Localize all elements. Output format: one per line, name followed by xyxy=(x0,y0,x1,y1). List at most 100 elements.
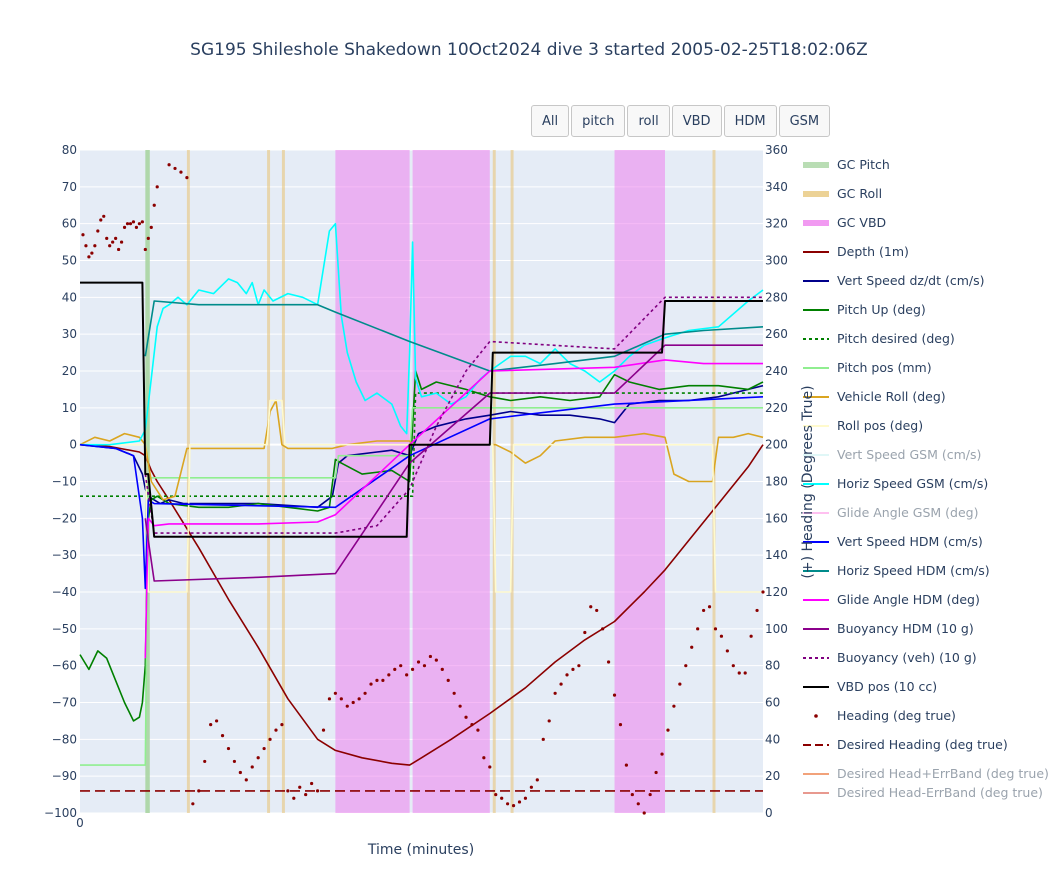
legend-swatch xyxy=(814,714,818,718)
heading-deg-true-point xyxy=(137,222,141,226)
heading-deg-true-point xyxy=(595,608,599,613)
heading-deg-true-point xyxy=(618,723,623,727)
heading-deg-true-point xyxy=(571,667,575,671)
roll-button[interactable]: roll xyxy=(627,105,670,137)
heading-deg-true-point xyxy=(357,697,361,701)
y-tick-left-12: −40 xyxy=(52,585,77,599)
legend-item-glide-angle-gsm-deg[interactable]: Glide Angle GSM (deg) xyxy=(803,505,978,520)
heading-deg-true-point xyxy=(327,697,332,701)
legend-label: Horiz Speed GSM (cm/s) xyxy=(837,476,988,491)
heading-deg-true-point xyxy=(105,236,109,240)
legend-item-pitch-pos-mm[interactable]: Pitch pos (mm) xyxy=(803,360,932,375)
heading-deg-true-point xyxy=(452,691,456,695)
roll-pos-deg-line xyxy=(80,399,763,593)
y-tick-right-1: 340 xyxy=(765,180,788,194)
heading-deg-true-point xyxy=(660,752,664,756)
heading-deg-true-point xyxy=(292,796,296,800)
y-tick-left-3: 50 xyxy=(62,254,77,268)
heading-deg-true-point xyxy=(122,225,127,229)
heading-deg-true-point xyxy=(606,660,611,664)
legend-item-pitch-up-deg[interactable]: Pitch Up (deg) xyxy=(803,302,926,317)
y-tick-left-13: −50 xyxy=(52,622,77,636)
legend-item-roll-pos-deg[interactable]: Roll pos (deg) xyxy=(803,418,923,433)
legend-item-desired-heading-deg-true[interactable]: Desired Heading (deg true) xyxy=(803,737,1008,752)
heading-deg-true-point xyxy=(755,608,759,613)
heading-deg-true-point xyxy=(256,756,260,760)
heading-deg-true-point xyxy=(128,222,133,226)
legend-item-vert-speed-hdm-cm-s[interactable]: Vert Speed HDM (cm/s) xyxy=(803,534,983,549)
y-tick-left-2: 60 xyxy=(62,217,77,231)
heading-deg-true-point xyxy=(494,792,498,797)
legend-item-depth-1m[interactable]: Depth (1m) xyxy=(803,244,909,259)
vbd-pos-10-cc-line xyxy=(80,281,763,538)
y-tick-left-17: −90 xyxy=(52,769,77,783)
hdm-button[interactable]: HDM xyxy=(723,105,777,137)
legend-label: Desired Head-ErrBand (deg true) xyxy=(837,785,1043,800)
heading-deg-true-point xyxy=(428,654,433,659)
heading-deg-true-point xyxy=(737,671,741,675)
heading-deg-true-point xyxy=(315,789,320,793)
legend-item-vert-speed-dz-dt-cm-s[interactable]: Vert Speed dz/dt (cm/s) xyxy=(803,273,985,288)
legend-item-vehicle-roll-deg[interactable]: Vehicle Roll (deg) xyxy=(803,389,946,404)
y-tick-left-15: −70 xyxy=(52,696,77,710)
legend-item-horiz-speed-gsm-cm-s[interactable]: Horiz Speed GSM (cm/s) xyxy=(803,476,988,491)
y-tick-right-8: 200 xyxy=(765,438,788,452)
legend-label: Vehicle Roll (deg) xyxy=(837,389,946,404)
y-tick-right-13: 100 xyxy=(765,622,788,636)
legend-item-heading-deg-true[interactable]: Heading (deg true) xyxy=(814,708,956,723)
legend-item-glide-angle-hdm-deg[interactable]: Glide Angle HDM (deg) xyxy=(803,592,980,607)
heading-deg-true-point xyxy=(381,678,385,683)
heading-deg-true-point xyxy=(517,800,522,804)
legend[interactable]: GC Pitch GC Roll GC VBD Depth (1m) Vert Spee… xyxy=(803,157,1049,800)
gsm-button[interactable]: GSM xyxy=(778,105,831,137)
heading-deg-true-point xyxy=(140,220,144,224)
legend-label: GC Pitch xyxy=(837,157,890,172)
legend-item-pitch-desired-deg[interactable]: Pitch desired (deg) xyxy=(803,331,955,346)
series-layer xyxy=(79,163,765,815)
legend-item-buoyancy-hdm-10-g[interactable]: Buoyancy HDM (10 g) xyxy=(803,621,974,636)
legend-item-gc-roll[interactable]: GC Roll xyxy=(803,186,882,201)
heading-deg-true-point xyxy=(553,691,557,695)
heading-deg-true-point xyxy=(173,166,177,171)
heading-deg-true-point xyxy=(458,704,462,708)
legend-item-buoyancy-veh-10-g[interactable]: Buoyancy (veh) (10 g) xyxy=(803,650,977,665)
heading-deg-true-point xyxy=(612,693,617,697)
legend-item-desired-head-errband-deg-true[interactable]: Desired Head-ErrBand (deg true) xyxy=(803,785,1043,800)
legend-label: Glide Angle HDM (deg) xyxy=(837,592,980,607)
legend-item-vert-speed-gsm-cm-s[interactable]: Vert Speed GSM (cm/s) xyxy=(803,447,981,462)
legend-item-horiz-speed-hdm-cm-s[interactable]: Horiz Speed HDM (cm/s) xyxy=(803,563,990,578)
all-button[interactable]: All xyxy=(531,105,570,137)
heading-deg-true-point xyxy=(547,719,551,723)
y-tick-left-7: 10 xyxy=(62,401,77,415)
range-selector: All pitch roll VBD HDM GSM xyxy=(531,105,831,137)
heading-deg-true-point xyxy=(93,244,97,248)
heading-deg-true-point xyxy=(678,682,682,686)
heading-deg-true-point xyxy=(339,697,343,701)
y-tick-right-15: 60 xyxy=(765,696,780,710)
vbd-button[interactable]: VBD xyxy=(671,105,722,137)
legend-item-gc-vbd[interactable]: GC VBD xyxy=(803,215,886,230)
heading-deg-true-point xyxy=(648,792,652,797)
heading-deg-true-point xyxy=(363,691,367,695)
pitch-up-deg-line xyxy=(79,370,764,722)
heading-deg-true-point xyxy=(203,759,207,764)
legend-item-vbd-pos-10-cc[interactable]: VBD pos (10 cc) xyxy=(803,679,937,694)
heading-deg-true-point xyxy=(719,634,724,638)
heading-deg-true-point xyxy=(399,664,403,668)
heading-deg-true-point xyxy=(250,765,254,769)
glide-angle-hdm-deg-line xyxy=(144,359,763,659)
y-tick-right-5: 260 xyxy=(765,327,788,341)
heading-deg-true-point xyxy=(511,804,516,808)
heading-deg-true-point xyxy=(583,630,587,635)
heading-deg-true-point xyxy=(387,673,391,677)
heading-deg-true-point xyxy=(81,233,85,237)
legend-item-desired-head-errband-deg-true[interactable]: Desired Head+ErrBand (deg true) xyxy=(803,766,1049,781)
y-tick-left-1: 70 xyxy=(62,180,77,194)
legend-item-gc-pitch[interactable]: GC Pitch xyxy=(803,157,890,172)
pitch-button[interactable]: pitch xyxy=(571,105,626,137)
heading-deg-true-point xyxy=(684,664,688,668)
heading-deg-true-point xyxy=(280,723,284,727)
heading-deg-true-point xyxy=(215,719,219,723)
y-tick-right-10: 160 xyxy=(765,511,788,525)
